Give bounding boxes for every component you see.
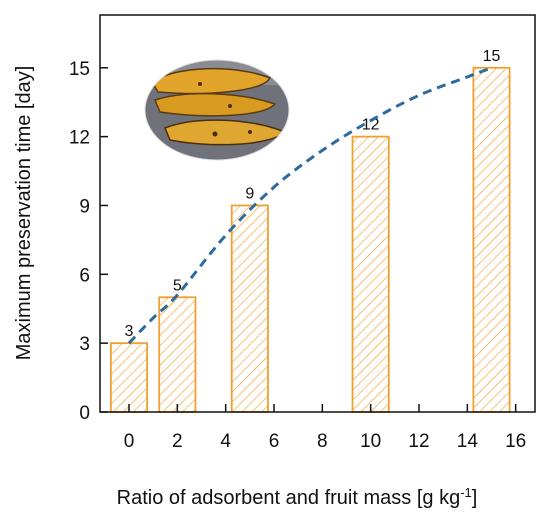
data-labels: 3 5 9 12 15 [125,48,501,340]
trend-line [127,66,493,345]
bars [109,66,511,413]
bar [472,66,511,413]
data-label: 3 [125,323,134,340]
bar [230,204,269,413]
x-tick-label: 12 [408,431,429,452]
x-tick-label: 8 [317,431,328,452]
y-axis-ticks: 0 3 6 9 12 15 [69,59,108,424]
y-tick-label: 6 [79,265,90,286]
bar [158,296,197,413]
y-tick-label: 9 [79,196,90,217]
banana-photo-icon [144,59,290,161]
data-label: 5 [173,277,182,294]
x-tick-label: 0 [124,431,135,452]
plot-frame [99,14,536,413]
bar [109,342,149,413]
x-tick-label: 14 [457,431,479,452]
x-axis-ticks: 0 2 4 6 8 10 12 14 16 [124,404,526,452]
y-tick-label: 15 [69,59,90,80]
bar [351,135,390,413]
data-label: 15 [483,48,501,65]
data-label: 9 [245,185,254,202]
x-tick-label: 16 [505,431,526,452]
y-tick-label: 3 [79,334,90,355]
x-tick-label: 4 [220,431,231,452]
y-tick-label: 0 [79,403,90,424]
y-tick-label: 12 [69,128,90,149]
x-tick-label: 10 [360,431,381,452]
data-label: 12 [362,117,380,134]
x-tick-label: 2 [172,431,183,452]
x-axis-title: Ratio of adsorbent and fruit mass [g kg-… [117,485,478,510]
x-tick-label: 6 [269,431,280,452]
y-axis-title: Maximum preservation time [day] [13,66,35,361]
